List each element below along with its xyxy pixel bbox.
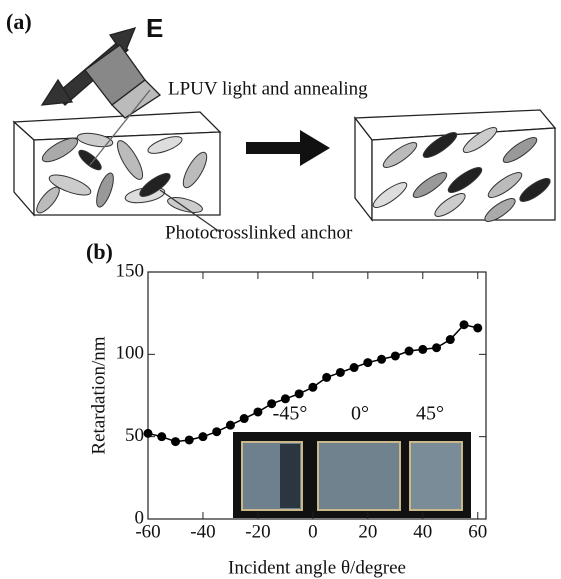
x-tick-label: -60 (135, 521, 160, 542)
data-point (432, 343, 441, 352)
anchor-label: Photocrosslinked anchor (165, 222, 353, 243)
data-point (267, 399, 276, 408)
data-point (295, 389, 304, 398)
data-point (212, 427, 221, 436)
data-point (350, 363, 359, 372)
diagram (14, 28, 555, 232)
data-point (157, 432, 166, 441)
data-point (363, 358, 372, 367)
data-point (144, 429, 153, 438)
data-point (281, 394, 290, 403)
data-point (336, 368, 345, 377)
y-tick-label: 150 (116, 260, 145, 281)
data-point (240, 414, 249, 423)
process-label: LPUV light and annealing (168, 78, 368, 99)
panel-label: (a) (6, 9, 32, 34)
data-point (460, 320, 469, 329)
panel-label: (b) (86, 239, 113, 264)
data-point (446, 335, 455, 344)
data-point (253, 407, 262, 416)
data-point (308, 383, 317, 392)
x-tick-label: -20 (245, 521, 270, 542)
x-axis-label: Incident angle θ/degree (228, 557, 406, 578)
data-point (185, 435, 194, 444)
data-point (377, 355, 386, 364)
data-point (226, 421, 235, 430)
data-point (322, 373, 331, 382)
x-tick-label: 0 (308, 521, 318, 542)
data-point (405, 347, 414, 356)
figure: (a) (0, 0, 561, 579)
x-tick-label: 20 (358, 521, 377, 542)
annotation: 0° (351, 403, 369, 425)
x-tick-label: -40 (190, 521, 215, 542)
inset-photo (233, 432, 471, 518)
annotation: 45° (416, 403, 444, 425)
y-axis-label: Retardation/nm (88, 336, 109, 454)
y-tick-label: 50 (125, 425, 144, 446)
x-tick-label: 40 (413, 521, 432, 542)
annotation: -45° (273, 403, 308, 425)
data-point (171, 437, 180, 446)
field-label: E (146, 13, 163, 43)
x-tick-label: 60 (468, 521, 487, 542)
data-point (391, 351, 400, 360)
data-point (418, 345, 427, 354)
y-tick-label: 100 (116, 343, 145, 364)
data-point (473, 323, 482, 332)
data-point (198, 432, 207, 441)
